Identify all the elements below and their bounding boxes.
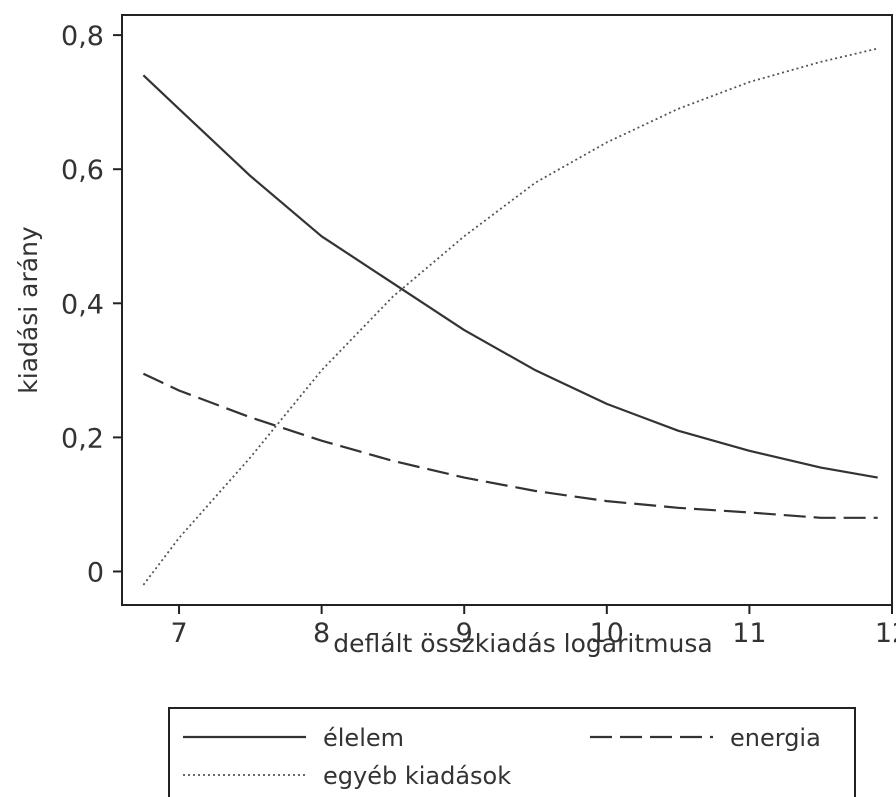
y-tick-label: 0,6 <box>61 155 104 186</box>
y-tick-label: 0,8 <box>61 21 104 52</box>
series-line-3 <box>142 47 878 586</box>
y-axis-title: kiadási arány <box>14 226 43 394</box>
x-tick-label: 11 <box>732 618 766 649</box>
plot-frame <box>121 14 893 606</box>
legend-label-2: energia <box>730 724 821 752</box>
y-tick-label: 0 <box>87 557 104 588</box>
series-group <box>142 47 878 586</box>
x-axis-title: deflált összkiadás logaritmusa <box>333 629 712 658</box>
legend-label-1: élelem <box>323 724 404 752</box>
y-tick-label: 0,2 <box>61 423 104 454</box>
y-tick-label: 0,4 <box>61 289 104 320</box>
legend: élelem energia egyéb kiadások <box>168 707 856 797</box>
legend-box <box>168 707 856 797</box>
x-tick-label: 8 <box>313 618 330 649</box>
legend-label-3: egyéb kiadások <box>323 762 511 790</box>
x-tick-label: 7 <box>170 618 187 649</box>
series-line-2 <box>142 372 878 519</box>
series-line-1 <box>142 74 878 479</box>
x-tick-label: 9 <box>456 618 473 649</box>
x-tick-label: 12 <box>875 618 896 649</box>
x-tick-label: 10 <box>590 618 624 649</box>
